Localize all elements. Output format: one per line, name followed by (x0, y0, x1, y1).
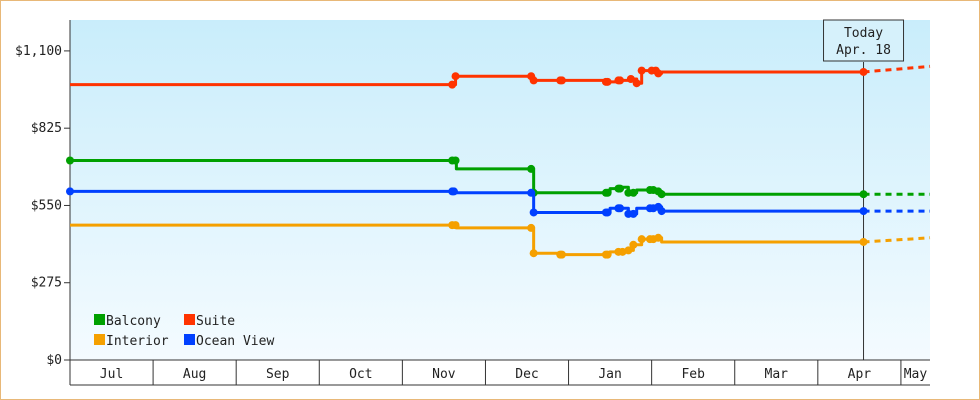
legend-label-suite: Suite (196, 314, 235, 329)
data-point (859, 190, 868, 199)
month-label: Aug (183, 367, 206, 382)
data-point (657, 207, 666, 216)
data-point (626, 75, 635, 84)
y-tick-label: $825 (31, 121, 62, 136)
data-point (529, 76, 538, 85)
data-point (637, 66, 646, 75)
data-point (616, 184, 625, 193)
legend-label-ocean-view: Ocean View (196, 334, 274, 349)
data-point (66, 156, 74, 165)
data-point (603, 77, 612, 86)
legend-swatch-interior (94, 334, 105, 345)
axes: $0 $275 $550 $825 $1,100 (15, 20, 930, 385)
data-point (527, 188, 536, 197)
series-lines (66, 64, 931, 259)
today-label: Today (844, 26, 883, 41)
data-point (603, 208, 612, 217)
month-axis: Jul Aug Sep Oct Nov Dec Jan Feb Mar Apr May (70, 360, 930, 386)
y-tick-label: $550 (31, 198, 62, 213)
data-point (859, 237, 868, 246)
y-tick-label: $275 (31, 276, 62, 291)
today-date: Apr. 18 (836, 43, 891, 58)
legend-swatch-ocean-view (184, 334, 195, 345)
series-suite (70, 64, 931, 89)
legend-label-interior: Interior (106, 334, 169, 349)
legend: Balcony Suite Interior Ocean View (94, 314, 274, 349)
month-label: Mar (765, 367, 789, 382)
month-label: Jan (598, 367, 621, 382)
data-point (603, 188, 612, 197)
data-point (616, 76, 625, 85)
data-point (616, 204, 625, 213)
today-box (823, 19, 905, 62)
series-balcony (66, 156, 930, 199)
month-label: Dec (515, 367, 538, 382)
data-point (603, 250, 612, 259)
data-point (451, 72, 460, 81)
month-label: May (904, 367, 928, 382)
month-label: Oct (349, 367, 372, 382)
data-point (654, 233, 663, 242)
data-point (66, 187, 74, 196)
data-point (654, 69, 663, 78)
data-point (629, 209, 638, 218)
data-point (632, 79, 641, 88)
data-point (527, 223, 536, 232)
data-point (449, 187, 458, 196)
data-point (448, 80, 457, 89)
series-interior (70, 221, 931, 259)
month-label: Apr (848, 367, 872, 382)
legend-label-balcony: Balcony (106, 314, 161, 329)
data-point (637, 235, 646, 244)
data-point (529, 249, 538, 258)
data-point (527, 164, 536, 173)
y-tick-label: $0 (46, 353, 62, 368)
data-point (624, 246, 633, 255)
data-point (859, 67, 868, 76)
data-point (629, 240, 638, 249)
month-label: Jul (100, 367, 123, 382)
series-ocean-view (66, 187, 930, 218)
month-label: Sep (266, 367, 290, 382)
data-point (859, 207, 868, 216)
projection-line-suite (863, 64, 931, 74)
data-point (657, 190, 666, 199)
today-marker: Today Apr. 18 (823, 19, 905, 360)
data-point (451, 156, 460, 165)
month-label: Feb (681, 367, 705, 382)
month-label: Nov (432, 367, 456, 382)
data-point (557, 76, 566, 85)
data-point (451, 221, 460, 230)
y-tick-label: $1,100 (15, 44, 62, 59)
data-point (629, 188, 638, 197)
projection-line-interior (863, 236, 931, 244)
data-point (529, 208, 538, 217)
legend-swatch-balcony (94, 314, 105, 325)
data-point (557, 250, 566, 259)
legend-swatch-suite (184, 314, 195, 325)
